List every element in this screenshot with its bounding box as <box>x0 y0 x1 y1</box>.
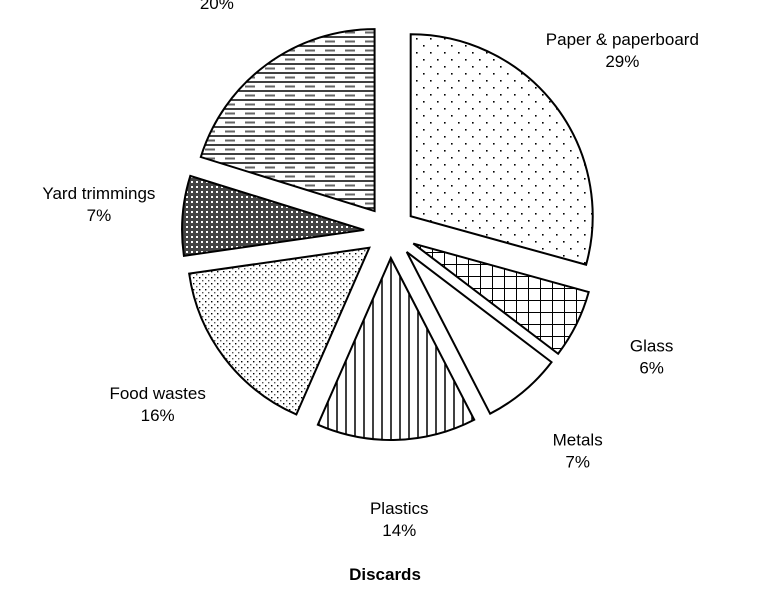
slice-label: Yard trimmings 7% <box>42 184 155 225</box>
value-label: 20% <box>200 0 234 13</box>
value-label: 16% <box>141 406 175 425</box>
pie-slice <box>188 246 371 416</box>
pie-slice <box>181 174 365 257</box>
pie-slice <box>412 242 590 356</box>
pie-slice <box>409 33 594 266</box>
slice-label: Glass 6% <box>630 337 673 378</box>
value-label: 29% <box>605 52 639 71</box>
pie-slice <box>199 28 376 213</box>
category-label: Paper & paperboard <box>546 30 699 49</box>
pie-slice <box>405 251 553 416</box>
value-label: 14% <box>382 521 416 540</box>
category-label: Glass <box>630 337 673 356</box>
value-label: 7% <box>87 206 112 225</box>
category-label: Plastics <box>370 499 429 518</box>
category-label: Food wastes <box>109 384 205 403</box>
slice-label: Plastics 14% <box>370 499 429 540</box>
category-label: Metals <box>553 431 603 450</box>
slice-label: Food wastes 16% <box>109 384 205 425</box>
slice-label: Other wastes20% <box>167 0 267 13</box>
chart-title: Discards <box>349 565 421 584</box>
value-label: 6% <box>639 359 664 378</box>
slice-label: Paper & paperboard 29% <box>546 30 699 71</box>
category-label: Yard trimmings <box>42 184 155 203</box>
pie-slice <box>316 255 476 441</box>
value-label: 7% <box>565 453 590 472</box>
slice-label: Metals 7% <box>553 431 603 472</box>
